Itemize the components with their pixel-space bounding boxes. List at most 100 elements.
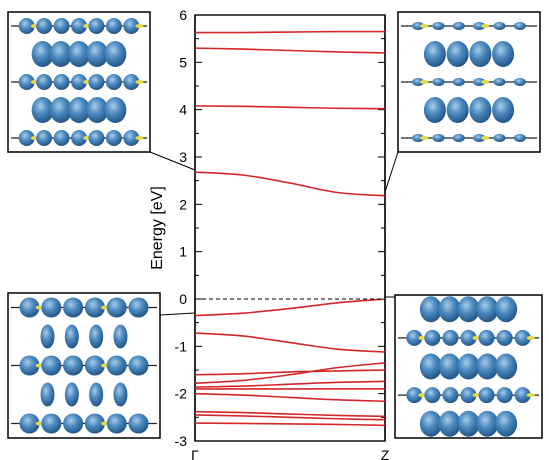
charge-lobe [406,387,423,404]
charge-lobe [476,296,499,323]
charge-lobe [53,74,70,90]
charge-lobe [68,41,90,67]
charge-lobe [53,130,70,146]
connector-cbm-gamma [149,151,196,171]
charge-density-vbm-z [398,296,539,437]
charge-lobe [41,355,62,376]
y-tick-label: 6 [179,7,187,23]
charge-lobe [36,74,53,90]
charge-lobe [476,410,499,437]
charge-lobe [513,134,526,142]
charge-lobe [128,413,149,434]
inset-cbm-z [397,11,541,153]
charge-lobe [442,387,459,404]
charge-lobe [19,297,40,318]
charge-lobe [419,296,442,323]
band-line-7 [194,369,386,376]
charge-lobe [432,22,445,30]
charge-lobe [123,130,140,146]
charge-lobe [457,353,480,380]
y-tick-label: -1 [175,338,188,354]
charge-lobe [457,296,480,323]
charge-lobe [64,382,79,407]
charge-lobe [40,382,55,407]
charge-lobe [86,97,109,123]
charge-lobe [460,329,477,346]
charge-lobe [53,18,70,34]
y-tick-label: 4 [179,102,187,118]
charge-lobe [495,296,518,323]
charge-lobe [36,130,53,146]
atom-marker [135,24,144,28]
charge-lobe [63,297,84,318]
x-tick-label-gamma: Γ [191,447,199,460]
charge-lobe [63,355,84,376]
band-line-10 [194,171,386,197]
charge-lobe [123,74,140,90]
charge-lobe [64,324,79,349]
charge-lobe [18,74,35,90]
charge-lobe [31,41,54,67]
charge-lobe [432,78,445,86]
charge-lobe [496,329,513,346]
charge-lobe [513,78,526,86]
charge-lobe [452,78,465,86]
charge-lobe [460,387,477,404]
charge-lobe [419,353,442,380]
atom-marker [472,335,481,340]
charge-lobe [478,387,495,404]
charge-lobe [412,22,425,30]
atom-marker [418,335,427,340]
connector-cbm-z [384,151,399,193]
plot-area: -3 -2 -1 0 1 2 3 4 5 6 [175,7,386,449]
atom-marker [481,136,490,140]
inset-vbm-gamma [7,292,161,439]
band-line-3 [194,392,386,403]
y-tick-label: 0 [179,291,187,307]
charge-lobe [18,18,35,34]
charge-lobe [452,22,465,30]
x-tick-label-z: Z [381,447,390,460]
charge-lobe [49,41,72,67]
charge-density-vbm-gamma [11,297,157,434]
y-tick-label: 1 [179,244,187,260]
charge-lobe [469,41,492,67]
charge-lobe [423,97,446,123]
atom-marker [526,393,535,398]
charge-lobe [478,329,495,346]
y-tick-label: 2 [179,196,187,212]
charge-lobe [128,297,149,318]
charge-lobe [40,324,55,349]
charge-lobe [495,410,518,437]
charge-lobe [89,324,104,349]
charge-lobe [113,324,128,349]
charge-lobe [424,387,441,404]
charge-lobe [104,97,127,123]
charge-lobe [41,413,62,434]
atom-marker [526,335,535,340]
charge-lobe [473,78,486,86]
charge-lobe [106,355,127,376]
charge-lobe [105,130,122,146]
y-axis-ticks: -3 -2 -1 0 1 2 3 4 5 6 [175,7,385,449]
charge-lobe [493,134,506,142]
y-tick-label: -2 [175,386,188,402]
charge-lobe [18,130,35,146]
band-line-5 [194,380,386,388]
charge-lobe [113,382,128,407]
charge-lobe [432,134,445,142]
charge-lobe [105,18,122,34]
charge-lobe [88,74,105,90]
charge-lobe [424,329,441,346]
atom-marker [472,393,481,398]
charge-lobe [473,134,486,142]
charge-lobe [513,22,526,30]
charge-lobe [469,97,492,123]
charge-lobe [476,353,499,380]
charge-lobe [104,41,127,67]
charge-lobe [438,296,461,323]
energy-bands [194,30,386,427]
charge-lobe [452,134,465,142]
charge-lobe [88,130,105,146]
